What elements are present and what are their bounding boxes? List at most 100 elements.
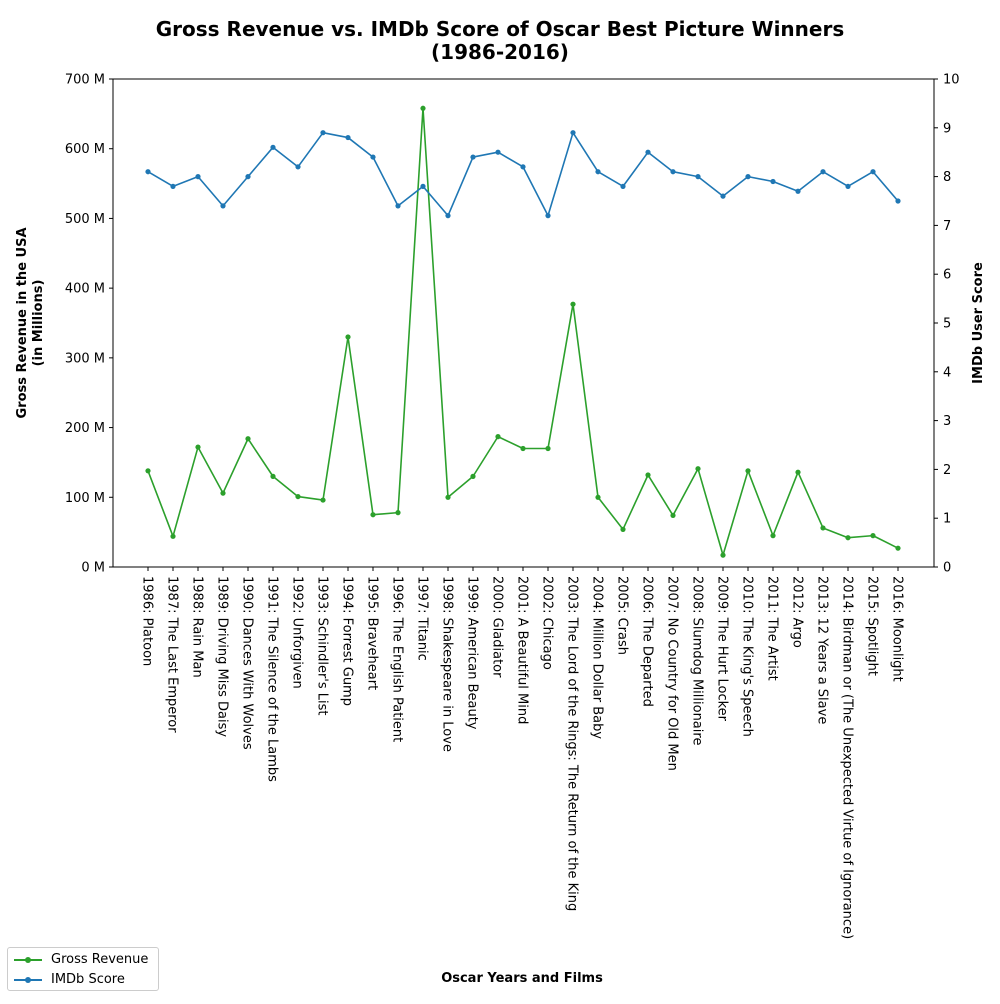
data-point-imdb-score xyxy=(870,169,876,175)
right-tick-label: 5 xyxy=(943,317,951,332)
x-tick-label: 1987: The Last Emperor xyxy=(165,576,180,733)
data-point-gross-revenue xyxy=(445,494,451,500)
right-tick-label: 4 xyxy=(943,365,951,380)
data-point-gross-revenue xyxy=(770,533,776,539)
data-point-imdb-score xyxy=(645,149,651,155)
data-point-gross-revenue xyxy=(270,473,276,479)
chart-title-line-1: Gross Revenue vs. IMDb Score of Oscar Be… xyxy=(156,17,845,41)
data-point-imdb-score xyxy=(670,169,676,175)
left-tick-label: 300 M xyxy=(65,351,105,366)
legend-label-imdb-score: IMDb Score xyxy=(51,972,125,987)
data-point-imdb-score xyxy=(745,174,751,180)
x-tick-label: 1990: Dances With Wolves xyxy=(240,576,255,750)
data-point-imdb-score xyxy=(270,144,276,150)
data-point-imdb-score xyxy=(895,198,901,204)
legend-label-gross-revenue: Gross Revenue xyxy=(51,952,149,967)
right-tick-label: 6 xyxy=(943,268,951,283)
x-tick-label: 2016: Moonlight xyxy=(890,576,905,682)
chart-title-line-2: (1986-2016) xyxy=(431,40,569,64)
data-point-imdb-score xyxy=(345,134,351,141)
data-point-imdb-score xyxy=(445,213,451,219)
data-point-gross-revenue xyxy=(845,535,851,541)
data-point-imdb-score xyxy=(145,169,151,175)
data-point-imdb-score xyxy=(795,188,801,194)
x-tick-label: 1989: Driving Miss Daisy xyxy=(215,576,230,737)
x-axis-label: Oscar Years and Films xyxy=(441,971,603,986)
x-tick-label: 2013: 12 Years a Slave xyxy=(815,576,830,724)
data-point-imdb-score xyxy=(845,183,851,189)
x-tick-label: 1994: Forrest Gump xyxy=(340,576,355,706)
data-point-imdb-score xyxy=(170,183,176,189)
x-tick-label: 1997: Titanic xyxy=(415,576,430,661)
right-tick-label: 0 xyxy=(943,561,951,576)
right-tick-label: 8 xyxy=(943,170,951,185)
data-point-imdb-score xyxy=(370,154,376,160)
x-tick-label: 2001: A Beautiful Mind xyxy=(515,576,530,724)
x-tick-label: 2012: Argo xyxy=(790,576,805,648)
data-point-gross-revenue xyxy=(570,301,576,307)
data-point-imdb-score xyxy=(195,174,201,180)
left-tick-label: 400 M xyxy=(65,282,105,297)
x-tick-label: 1991: The Silence of the Lambs xyxy=(265,576,280,782)
right-tick-label: 10 xyxy=(943,73,960,88)
x-tick-label: 2011: The Artist xyxy=(765,576,780,681)
x-tick-label: 2010: The King's Speech xyxy=(740,576,755,737)
data-point-gross-revenue xyxy=(695,466,701,472)
x-tick-label: 2002: Chicago xyxy=(540,576,555,670)
left-tick-label: 600 M xyxy=(65,142,105,157)
x-tick-label: 1992: Unforgiven xyxy=(290,576,305,689)
x-tick-label: 2007: No Country for Old Men xyxy=(665,576,680,771)
x-tick-label: 1999: American Beauty xyxy=(465,576,480,730)
data-point-gross-revenue xyxy=(145,468,151,474)
y-axis-left-label-line-1: Gross Revenue in the USA xyxy=(15,227,30,418)
data-point-imdb-score xyxy=(720,193,726,199)
data-point-gross-revenue xyxy=(870,533,876,539)
data-point-gross-revenue xyxy=(670,512,676,519)
series-line-imdb-score xyxy=(147,131,899,217)
series-line-gross-revenue xyxy=(147,107,899,556)
data-point-imdb-score xyxy=(545,213,551,219)
data-point-gross-revenue xyxy=(595,494,601,500)
x-tick-label: 2015: Spotlight xyxy=(865,576,880,676)
x-tick-label: 1998: Shakespeare in Love xyxy=(440,576,455,752)
x-tick-label: 1993: Schindler's List xyxy=(315,576,330,716)
data-point-imdb-score xyxy=(520,164,526,170)
data-point-gross-revenue xyxy=(195,444,201,450)
data-point-imdb-score xyxy=(770,178,776,185)
x-tick-label: 2005: Crash xyxy=(615,576,630,655)
data-point-imdb-score xyxy=(820,169,826,175)
left-tick-label: 200 M xyxy=(65,421,105,436)
legend-item-imdb-score: IMDb Score xyxy=(8,970,158,990)
data-point-gross-revenue xyxy=(495,434,501,440)
data-point-gross-revenue xyxy=(720,552,726,558)
left-tick-label: 500 M xyxy=(65,212,105,227)
x-tick-label: 1995: Braveheart xyxy=(365,576,380,690)
x-tick-label: 1988: Rain Man xyxy=(190,576,205,678)
x-tick-label: 2014: Birdman or (The Unexpected Virtue … xyxy=(840,576,855,939)
data-point-gross-revenue xyxy=(470,473,476,479)
data-point-gross-revenue xyxy=(420,105,426,111)
x-tick-label: 2006: The Departed xyxy=(640,576,655,707)
data-point-imdb-score xyxy=(570,130,576,136)
data-point-imdb-score xyxy=(320,130,326,136)
data-point-gross-revenue xyxy=(620,526,626,532)
data-point-gross-revenue xyxy=(370,512,376,518)
data-point-gross-revenue xyxy=(745,468,751,474)
data-point-imdb-score xyxy=(620,183,626,189)
legend-marker-gross-revenue xyxy=(25,957,31,963)
data-point-gross-revenue xyxy=(545,445,551,452)
data-point-gross-revenue xyxy=(395,510,401,516)
right-tick-label: 3 xyxy=(943,414,951,429)
data-point-imdb-score xyxy=(470,154,476,160)
left-tick-label: 100 M xyxy=(65,491,105,506)
x-tick-label: 1996: The English Patient xyxy=(390,576,405,742)
data-point-gross-revenue xyxy=(345,334,351,340)
data-point-gross-revenue xyxy=(520,445,526,452)
data-point-imdb-score xyxy=(420,183,426,189)
x-tick-label: 1986: Platoon xyxy=(140,576,155,666)
data-point-gross-revenue xyxy=(245,436,251,442)
data-point-imdb-score xyxy=(695,174,701,180)
legend: Gross Revenue IMDb Score xyxy=(7,947,159,991)
y-axis-left-label-line-2: (in Millions) xyxy=(31,280,46,367)
